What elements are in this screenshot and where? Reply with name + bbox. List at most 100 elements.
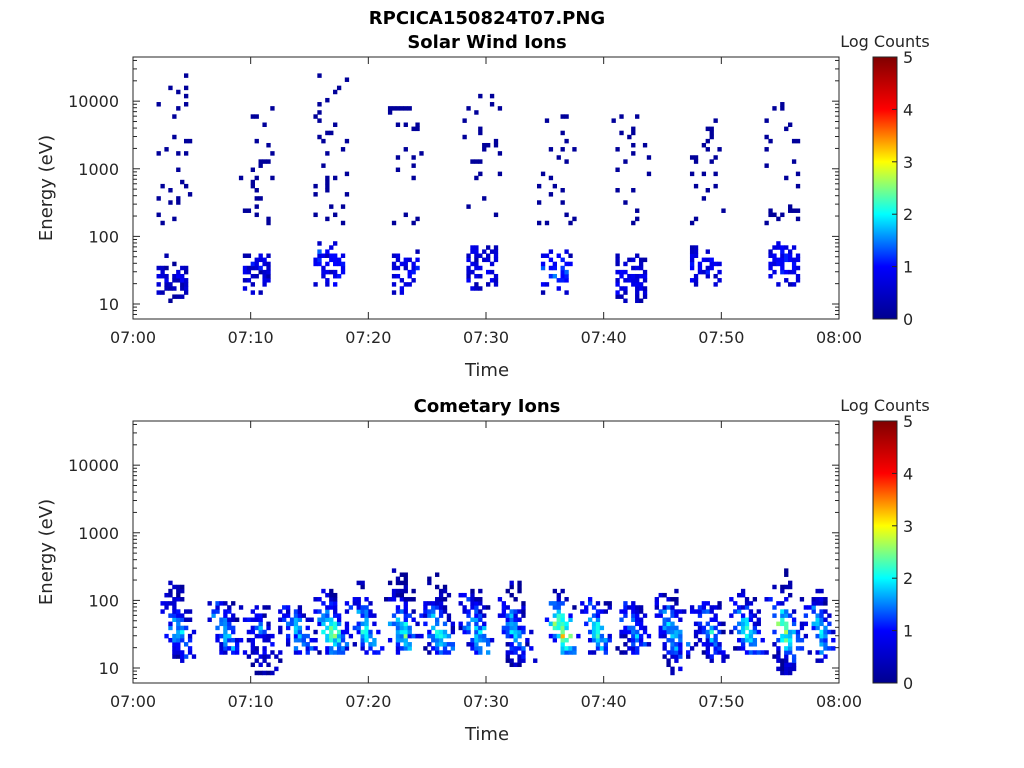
- spectrogram-cell: [176, 597, 181, 602]
- spectrogram-cell: [674, 642, 679, 647]
- spectrogram-cell: [517, 629, 522, 635]
- spectrogram-cell: [705, 633, 710, 639]
- spectrogram-cell: [674, 601, 679, 606]
- spectrogram-cell: [631, 609, 636, 614]
- spectrogram-cell: [662, 609, 667, 614]
- spectrogram-cell: [325, 269, 330, 275]
- spectrogram-cell: [238, 175, 244, 181]
- spectrogram-cell: [713, 633, 718, 639]
- spectrogram-cell: [819, 588, 824, 594]
- spectrogram-cell: [325, 609, 330, 614]
- spectrogram-cell: [709, 617, 714, 622]
- spectrogram-cell: [431, 605, 436, 610]
- spectrogram-cell: [435, 605, 440, 610]
- spectrogram-cell: [403, 601, 408, 606]
- spectrogram-cell: [223, 613, 228, 618]
- spectrogram-cell: [254, 188, 259, 193]
- x-axis-label: Time: [464, 360, 509, 381]
- spectrogram-cell: [356, 601, 361, 606]
- spectrogram-cell: [395, 106, 401, 111]
- spectrogram-cell: [513, 597, 518, 602]
- spectrogram-cell: [156, 273, 161, 279]
- spectrogram-cell: [815, 621, 820, 627]
- spectrogram-cell: [427, 613, 432, 618]
- spectrogram-cell: [638, 261, 644, 267]
- spectrogram-cell: [642, 613, 648, 618]
- spectrogram-cell: [587, 637, 593, 643]
- spectrogram-cell: [486, 269, 491, 275]
- spectrogram-cell: [254, 196, 259, 201]
- spectrogram-cell: [462, 625, 467, 631]
- spectrogram-cell: [329, 601, 334, 606]
- spectrogram-cell: [493, 245, 499, 250]
- spectrogram-cell: [831, 629, 836, 635]
- spectrogram-cell: [156, 196, 161, 201]
- spectrogram-cell: [180, 637, 185, 643]
- spectrogram-cell: [517, 642, 522, 647]
- spectrogram-cell: [811, 605, 816, 610]
- spectrogram-cell: [415, 265, 420, 271]
- spectrogram-cell: [486, 642, 491, 647]
- spectrogram-cell: [172, 605, 177, 610]
- spectrogram-cell: [187, 633, 193, 639]
- spectrogram-cell: [556, 633, 561, 639]
- spectrogram-cell: [183, 278, 189, 283]
- spectrogram-cell: [325, 617, 330, 622]
- spectrogram-cell: [521, 609, 526, 614]
- spectrogram-cell: [234, 642, 240, 647]
- spectrogram-cell: [780, 601, 785, 606]
- spectrogram-cell: [278, 617, 283, 622]
- spectrogram-cell: [336, 642, 342, 647]
- spectrogram-cell: [297, 609, 303, 614]
- spectrogram-cell: [705, 257, 710, 263]
- spectrogram-cell: [344, 642, 350, 647]
- spectrogram-cell: [380, 646, 385, 651]
- spectrogram-cell: [297, 633, 303, 639]
- spectrogram-cell: [293, 646, 299, 651]
- spectrogram-cell: [482, 249, 487, 254]
- spectrogram-cell: [450, 646, 456, 651]
- spectrogram-cell: [646, 633, 652, 639]
- spectrogram-cell: [183, 654, 189, 659]
- spectrogram-cell: [560, 625, 565, 631]
- spectrogram-cell: [521, 601, 526, 606]
- spectrogram-cell: [364, 629, 369, 635]
- spectrogram-cell: [321, 588, 326, 594]
- spectrogram-cell: [427, 642, 432, 647]
- spectrogram-cell: [638, 642, 644, 647]
- spectrogram-cell: [329, 625, 334, 631]
- spectrogram-cell: [450, 642, 456, 647]
- spectrogram-cell: [462, 629, 467, 635]
- spectrogram-cell: [391, 265, 397, 271]
- spectrogram-cell: [407, 257, 412, 263]
- spectrogram-cell: [407, 625, 412, 631]
- spectrogram-cell: [760, 637, 765, 643]
- spectrogram-cell: [254, 138, 259, 144]
- spectrogram-cell: [164, 273, 169, 279]
- spectrogram-cell: [329, 621, 334, 627]
- spectrogram-cell: [278, 650, 283, 655]
- spectrogram-cell: [540, 171, 546, 177]
- spectrogram-cell: [168, 282, 173, 287]
- colorbar-gradient: [872, 420, 898, 684]
- spectrogram-cell: [395, 122, 401, 127]
- spectrogram-cell: [631, 605, 636, 610]
- spectrogram-cell: [246, 208, 252, 213]
- spectrogram-cell: [819, 650, 824, 655]
- spectrogram-cell: [768, 249, 773, 254]
- spectrogram-cell: [262, 269, 267, 275]
- spectrogram-cell: [580, 601, 585, 606]
- spectrogram-cell: [262, 278, 267, 283]
- spectrogram-cell: [403, 122, 408, 127]
- spectrogram-cell: [438, 637, 444, 643]
- spectrogram-cell: [466, 204, 471, 209]
- spectrogram-cell: [325, 637, 330, 643]
- spectrogram-cell: [819, 629, 824, 635]
- spectrogram-cell: [368, 613, 373, 618]
- spectrogram-cell: [564, 597, 569, 602]
- spectrogram-cell: [654, 605, 659, 610]
- spectrogram-cell: [450, 625, 456, 631]
- spectrogram-cell: [317, 118, 322, 123]
- spectrogram-cell: [317, 110, 322, 115]
- spectrogram-cell: [713, 646, 718, 651]
